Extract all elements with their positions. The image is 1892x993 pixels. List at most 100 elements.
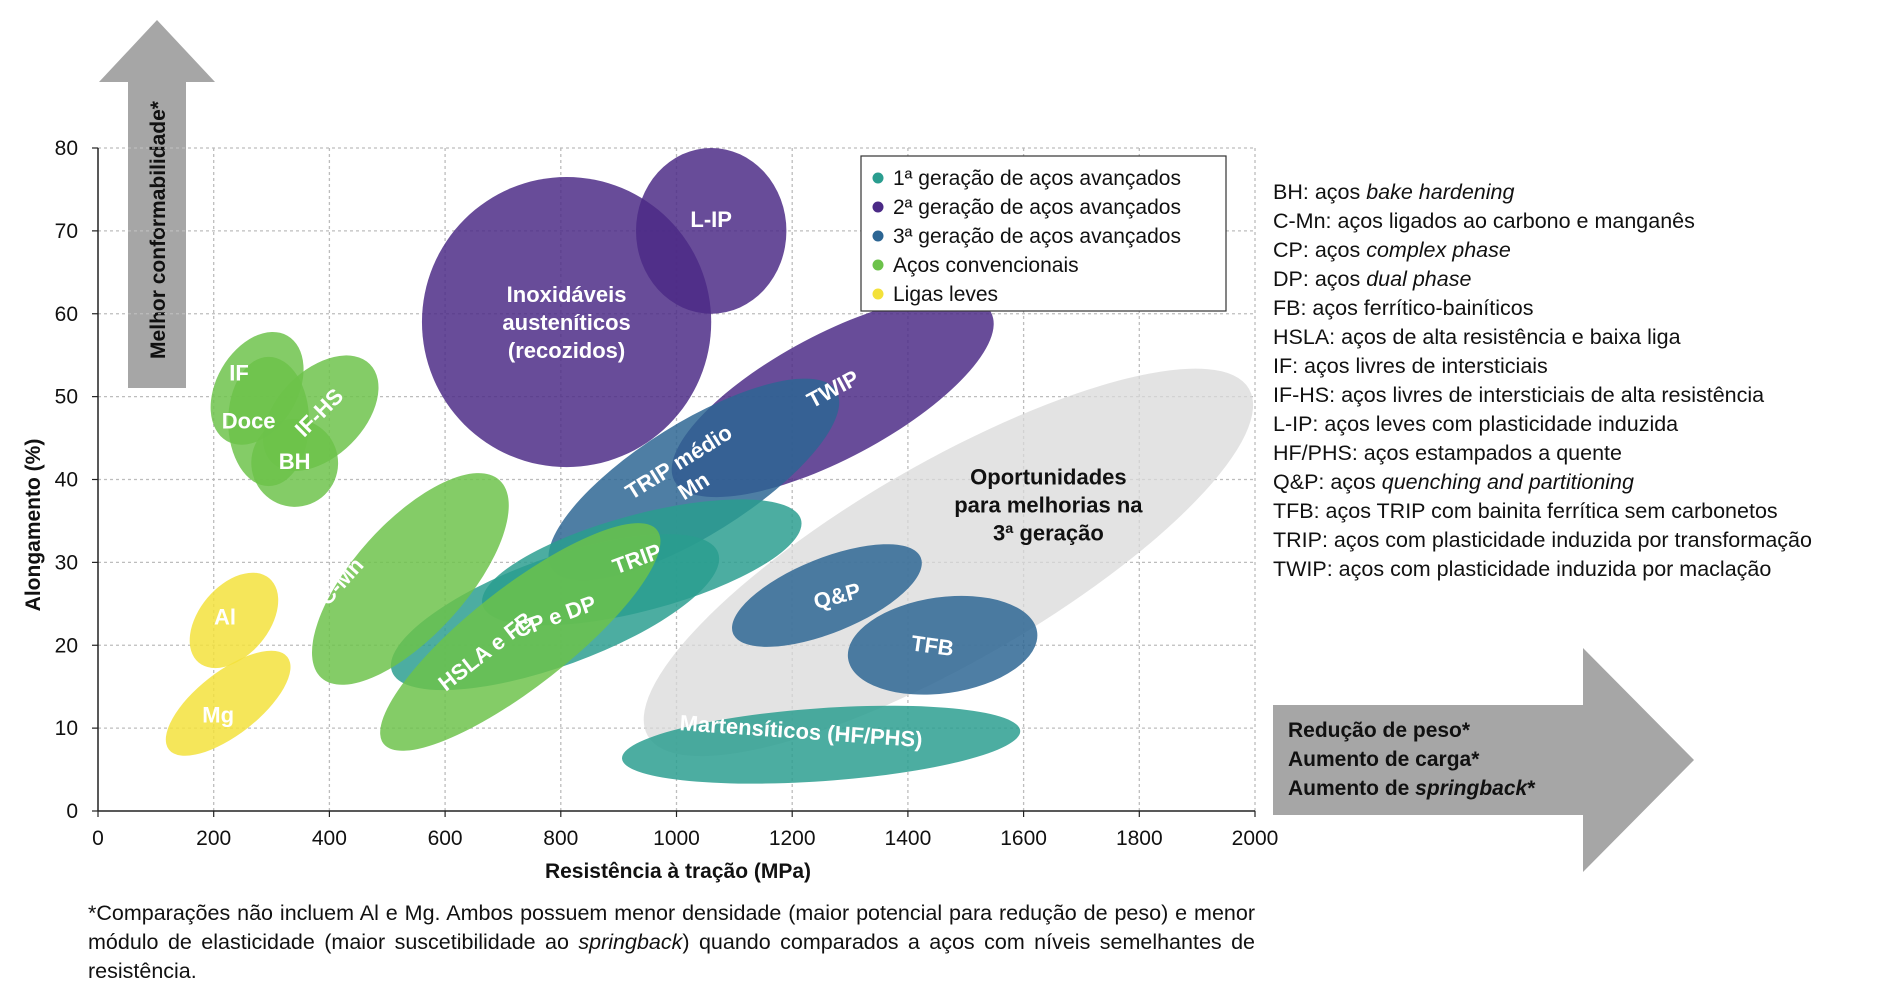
x-tick-label: 1600 (1000, 827, 1047, 850)
region-label-line: Mg (202, 702, 234, 727)
abbreviation-italic: complex phase (1366, 238, 1511, 262)
abbreviation-italic: bake hardening (1366, 180, 1515, 204)
abbreviation-item: HF/PHS: aços estampados a quente (1273, 439, 1883, 468)
legend-box (860, 155, 1227, 312)
region-label-line: Oportunidades (970, 464, 1126, 489)
y-tick-label: 20 (55, 634, 78, 657)
abbreviation-text: C-Mn: aços ligados ao carbono e manganês (1273, 209, 1695, 233)
vertical-arrow-label: Melhor conformabilidade* (147, 100, 170, 359)
region-bh (251, 419, 339, 507)
region-tfb (847, 595, 1038, 695)
regions-layer (165, 148, 1254, 784)
abbreviation-text: L-IP: aços leves com plasticidade induzi… (1273, 412, 1679, 436)
abbreviation-item: BH: aços bake hardening (1273, 178, 1883, 207)
region-label-inoxid-veis-austen-ticos-recozidos: Inoxidáveis austeníticos (recozidos) (502, 282, 630, 363)
region-label-bh: BH (279, 449, 311, 474)
horizontal-arrow-line-3: Aumento de springback* (1288, 777, 1536, 800)
abbreviation-item: HSLA: aços de alta resistência e baixa l… (1273, 323, 1883, 352)
horizontal-arrow-line-2: Aumento de carga* (1288, 748, 1480, 771)
y-tick-label: 40 (55, 469, 78, 492)
region-label-al: Al (214, 604, 236, 629)
region-label-line: L-IP (690, 207, 732, 232)
abbreviation-text: Q&P: aços (1273, 470, 1382, 494)
y-tick-label: 0 (66, 800, 78, 823)
region-label-mg: Mg (202, 702, 234, 727)
region-oportunidades-para-melhorias-na-3-gera-o (643, 368, 1254, 757)
y-tick-label: 60 (55, 303, 78, 326)
region-label-tfb: TFB (910, 630, 956, 661)
x-tick-label: 200 (196, 827, 231, 850)
y-tick-label: 30 (55, 551, 78, 574)
legend-label: 1ª geração de aços avançados (893, 167, 1181, 190)
abbreviation-item: TRIP: aços com plasticidade induzida por… (1273, 526, 1883, 555)
x-tick-label: 400 (312, 827, 347, 850)
x-tick-label: 600 (428, 827, 463, 850)
abbreviation-text: IF-HS: aços livres de intersticiais de a… (1273, 383, 1765, 407)
abbreviation-text: HSLA: aços de alta resistência e baixa l… (1273, 325, 1681, 349)
horizontal-arrow: Redução de peso* Aumento de carga* Aumen… (1273, 648, 1694, 872)
horizontal-arrow-line-3-italic: springback (1415, 777, 1528, 800)
y-tick-label: 80 (55, 137, 78, 160)
y-axis-title: Alongamento (%) (22, 439, 45, 612)
abbreviation-text: IF: aços livres de intersticiais (1273, 354, 1548, 378)
y-tick-label: 50 (55, 386, 78, 409)
legend: 1ª geração de aços avançados 2ª geração d… (860, 155, 1227, 312)
abbreviation-text: TFB: aços TRIP com bainita ferrítica sem… (1273, 499, 1778, 523)
horizontal-arrow-line-3-suffix: * (1527, 777, 1536, 800)
region-label-line: 3ª geração (993, 520, 1104, 545)
region-label-if: IF (229, 360, 249, 385)
x-tick-label: 2000 (1232, 827, 1279, 850)
region-label-line: austeníticos (502, 310, 630, 335)
region-label-line: (recozidos) (508, 338, 625, 363)
axes (92, 147, 1256, 817)
abbreviation-item: TWIP: aços com plasticidade induzida por… (1273, 555, 1883, 584)
abbreviation-text: FB: aços ferrítico-bainíticos (1273, 296, 1534, 320)
legend-label: 2ª geração de aços avançados (893, 196, 1181, 219)
region-label-line: Doce (222, 408, 276, 433)
tick-labels: 0 200 400 600 800 1000 1200 1400 1600 1800 2000 0 10… (55, 137, 1279, 850)
region-martens-ticos-hf-phs (622, 705, 1021, 784)
abbreviation-text: HF/PHS: aços estampados a quente (1273, 441, 1622, 465)
region-mg (165, 650, 291, 756)
abbreviation-item: IF: aços livres de intersticiais (1273, 352, 1883, 381)
x-tick-label: 0 (92, 827, 104, 850)
footnote-text-1: *Comparações não incluem Al e Mg. Ambos … (88, 901, 1255, 954)
x-tick-label: 1000 (653, 827, 700, 850)
region-label-line: TFB (910, 630, 956, 661)
legend-label: Aços convencionais (893, 254, 1079, 277)
abbreviation-item: C-Mn: aços ligados ao carbono e manganês (1273, 207, 1883, 236)
region-label-line: Al (214, 604, 236, 629)
abbreviation-text: TRIP: aços com plasticidade induzida por… (1273, 528, 1812, 552)
legend-marker (872, 201, 884, 213)
abbreviation-text: DP: aços (1273, 267, 1367, 291)
x-tick-label: 1800 (1116, 827, 1163, 850)
abbreviation-item: L-IP: aços leves com plasticidade induzi… (1273, 410, 1883, 439)
legend-marker (872, 288, 884, 300)
footnote-text-2: ) quando comparados a aços com níveis se… (88, 930, 1255, 983)
region-label-line: Inoxidáveis (507, 282, 627, 307)
abbreviation-italic: dual phase (1366, 267, 1472, 291)
x-tick-label: 1200 (769, 827, 816, 850)
abbreviation-item: FB: aços ferrítico-bainíticos (1273, 294, 1883, 323)
abbreviation-text: CP: aços (1273, 238, 1367, 262)
y-tick-label: 10 (55, 717, 78, 740)
vertical-arrow: Melhor conformabilidade* (99, 20, 215, 388)
legend-marker (872, 230, 884, 242)
region-label-line: para melhorias na (954, 492, 1143, 517)
x-tick-label: 1400 (885, 827, 932, 850)
region-hsla-e-fb (380, 523, 661, 751)
region-label-doce: Doce (222, 408, 276, 433)
region-q-p (732, 544, 922, 647)
abbreviation-item: CP: aços complex phase (1273, 236, 1883, 265)
abbreviation-italic: quenching and partitioning (1381, 470, 1634, 494)
region-l-ip (636, 148, 787, 314)
legend-label: 3ª geração de aços avançados (893, 225, 1181, 248)
abbreviation-text: TWIP: aços com plasticidade induzida por… (1273, 557, 1772, 581)
abbreviation-item: IF-HS: aços livres de intersticiais de a… (1273, 381, 1883, 410)
x-axis-title: Resistência à tração (MPa) (545, 860, 811, 883)
region-al (189, 572, 279, 669)
abbreviation-item: TFB: aços TRIP com bainita ferrítica sem… (1273, 497, 1883, 526)
region-label-line: BH (279, 449, 311, 474)
x-tick-label: 800 (543, 827, 578, 850)
